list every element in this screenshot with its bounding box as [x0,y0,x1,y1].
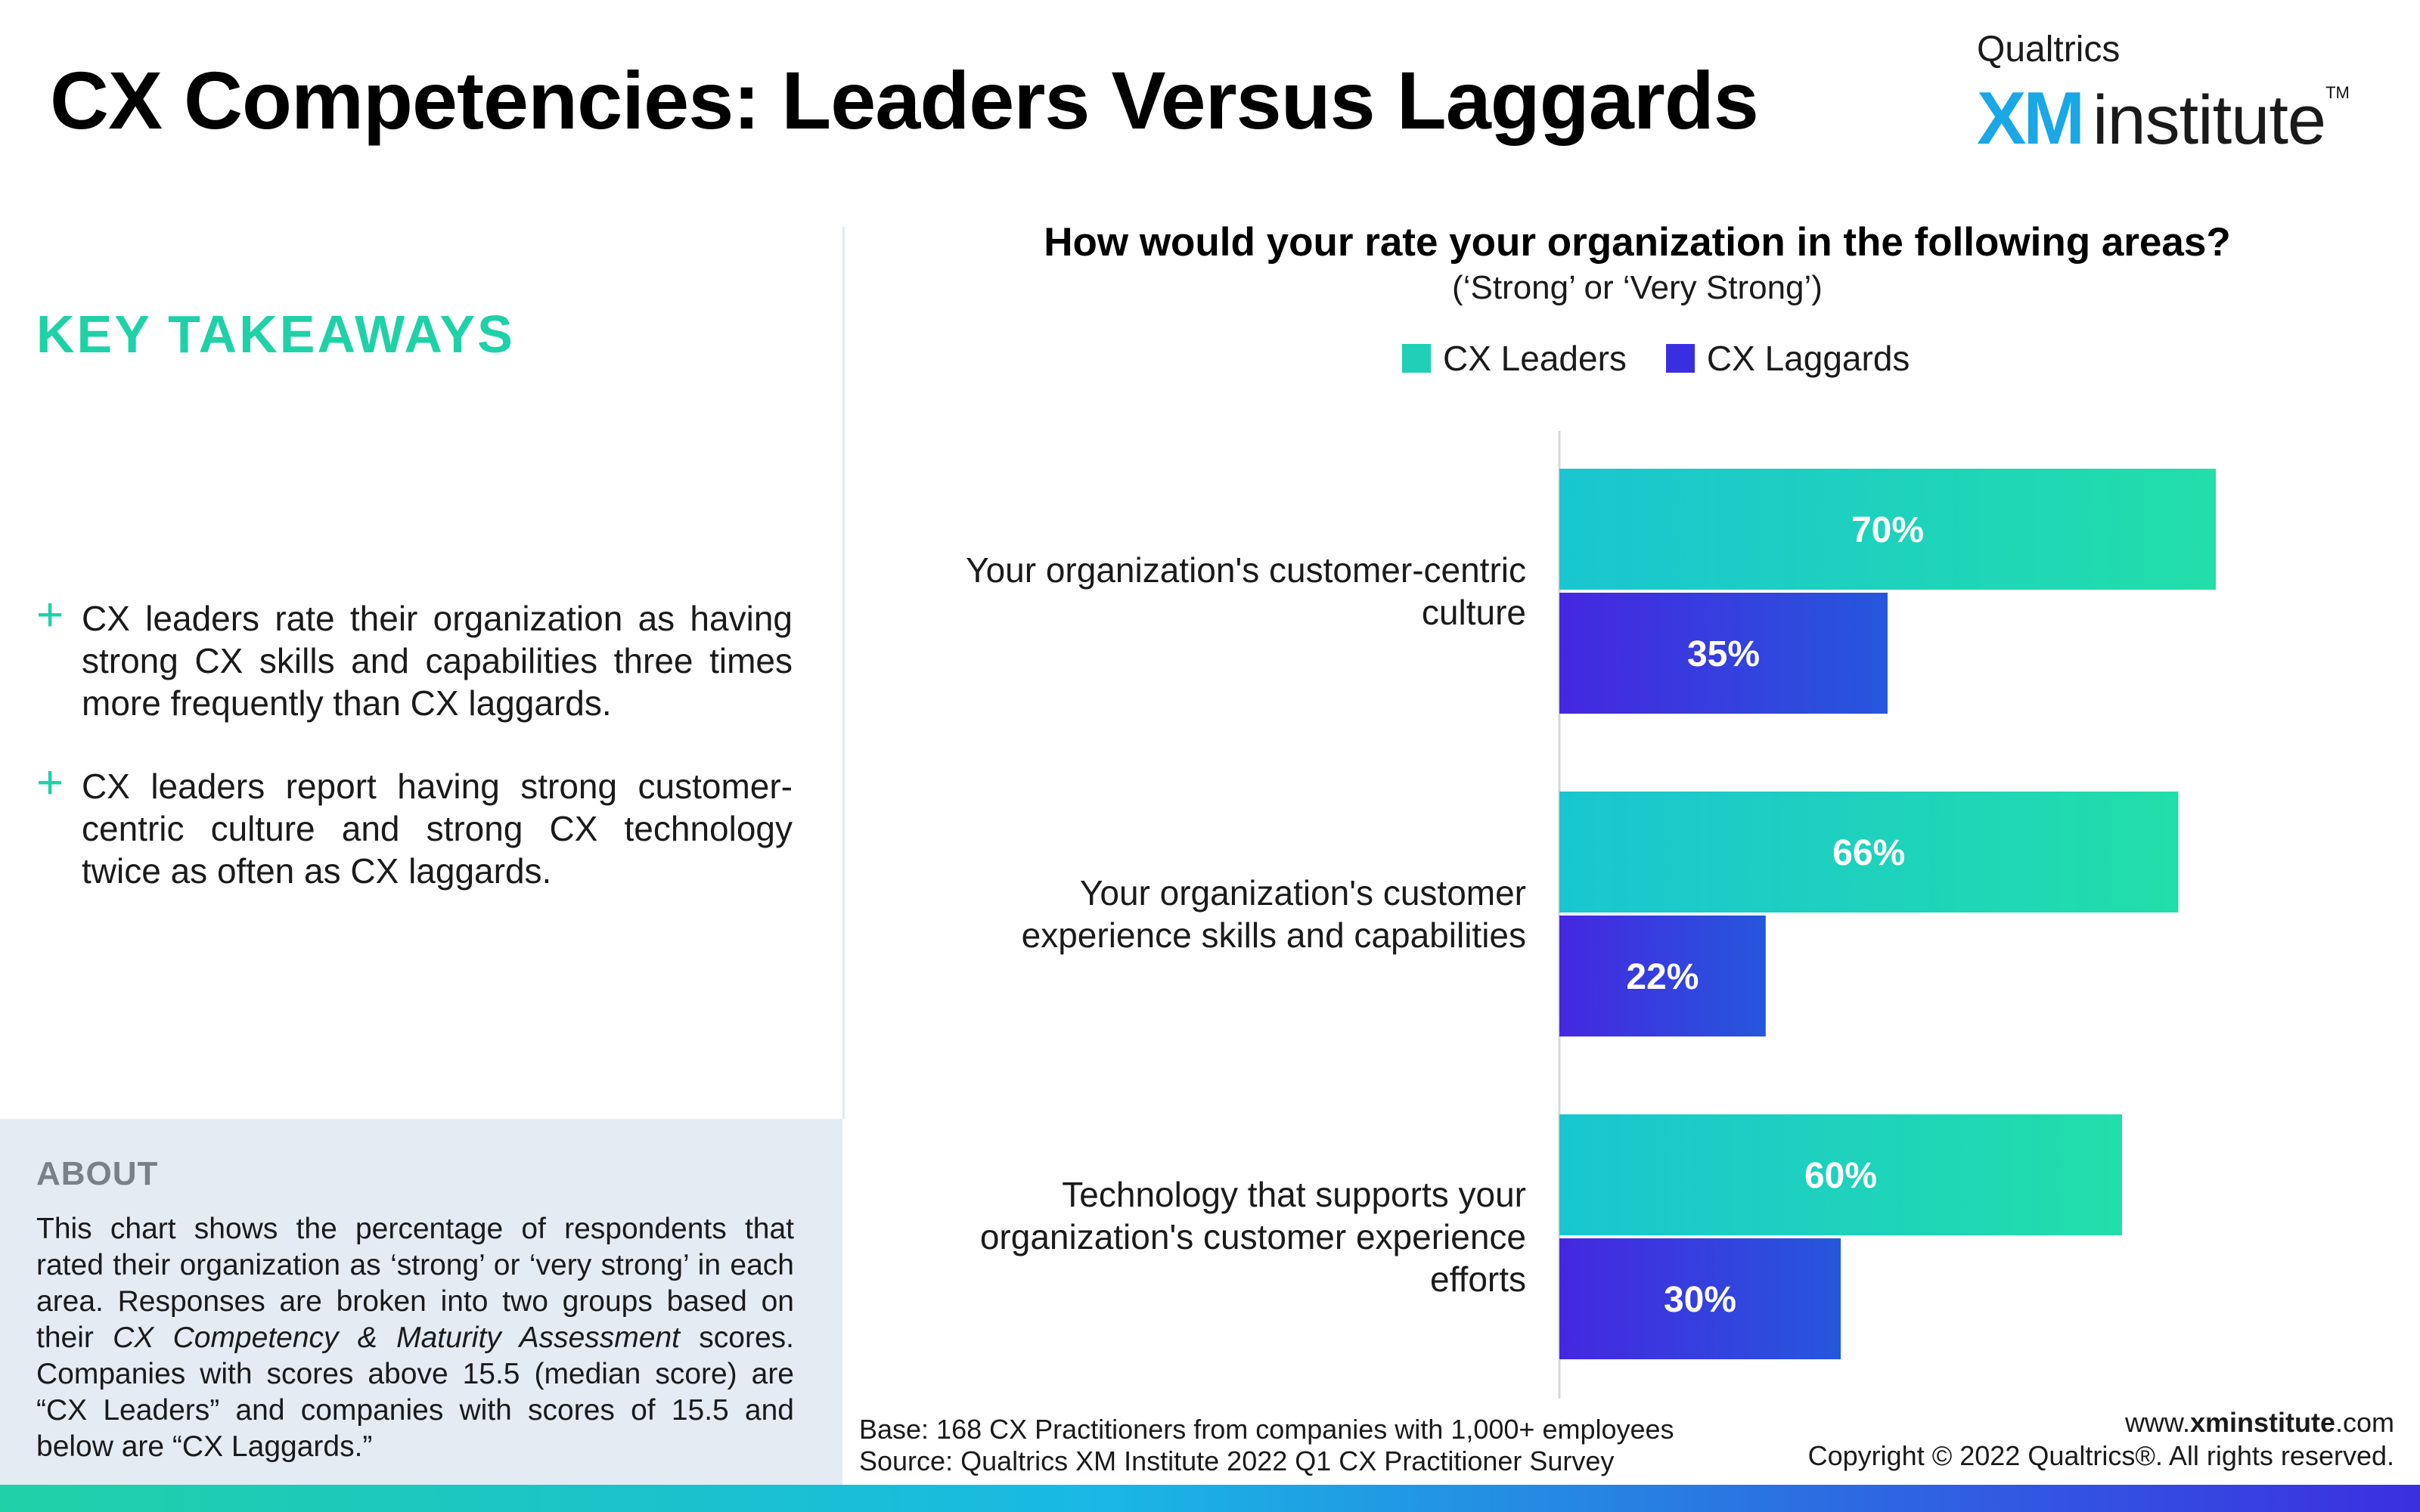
takeaway-text: CX leaders rate their organization as ha… [82,599,793,723]
logo-wordmark: XM instituteTM [1977,76,2350,161]
bar-leaders [1559,792,2179,912]
legend-swatch-leaders [1402,344,1431,373]
url-prefix: www. [2124,1407,2190,1438]
data-label: 35% [1687,634,1760,674]
bar-leaders [1559,1114,2122,1235]
page-title: CX Competencies: Leaders Versus Laggards [50,54,1759,146]
plus-icon: + [36,757,64,809]
bar-laggards [1559,916,1766,1036]
source-note: Source: Qualtrics XM Institute 2022 Q1 C… [859,1445,1615,1476]
about-text-italic: CX Competency & Maturity Assessment [113,1321,681,1354]
bar-laggards [1559,1238,1841,1359]
data-label: 22% [1626,957,1699,997]
category-label: Your organization's customer-centric cult… [966,550,1526,632]
base-note: Base: 168 CX Practitioners from companie… [859,1414,1674,1445]
website-link[interactable]: www.xminstitute.com [1808,1406,2394,1439]
footnote-right: www.xminstitute.com Copyright © 2022 Qua… [1808,1406,2394,1473]
url-bold: xminstitute [2189,1407,2335,1438]
data-label: 30% [1664,1280,1736,1320]
legend-item-laggards: CX Laggards [1665,338,1910,379]
url-suffix: .com [2335,1407,2394,1438]
takeaway-text: CX leaders report having strong customer… [82,767,793,891]
logo-xm: XM [1977,76,2085,160]
xm-institute-logo: Qualtrics XM instituteTM [1977,29,2370,160]
chart-title: How would your rate your organization in… [1044,220,2231,265]
footnote-left: Base: 168 CX Practitioners from companie… [859,1414,1674,1477]
copyright: Copyright © 2022 Qualtrics®. All rights … [1807,1440,2394,1471]
category-label: Your organization's customer experience s… [1022,873,1526,955]
about-title: ABOUT [36,1155,159,1192]
about-text-part: scores. Companies with scores above 15.5… [36,1321,794,1463]
data-label: 66% [1832,833,1905,873]
bottom-gradient-bar [0,1485,2420,1512]
takeaway-item: + CX leaders report having strong custom… [36,757,793,892]
chart-subtitle: (‘Strong’ or ‘Very Strong’) [1452,269,1823,306]
logo-institute: institute [2093,82,2326,159]
key-takeaways-title: KEY TAKEAWAYS [36,305,515,364]
category-label: Technology that supports your organizatio… [980,1175,1526,1299]
plus-icon: + [36,589,64,641]
about-text: This chart shows the percentage of respo… [36,1211,794,1465]
logo-trademark: TM [2325,83,2350,102]
logo-qualtrics-text: Qualtrics [1977,29,2121,70]
takeaway-item: + CX leaders rate their organization as … [36,589,793,724]
about-panel: ABOUT This chart shows the percentage of… [0,1119,842,1486]
chart-legend: CX Leaders CX Laggards [1402,336,1949,381]
legend-label-laggards: CX Laggards [1706,339,1910,378]
bar-leaders [1559,469,2216,590]
data-label: 60% [1804,1156,1877,1196]
panel-divider [842,227,845,1119]
legend-swatch-laggards [1665,344,1695,373]
about-text-part: This chart shows the percentage of respo… [36,1213,794,1354]
bar-laggards [1559,593,1888,714]
legend-item-leaders: CX Leaders [1402,338,1627,379]
legend-label-leaders: CX Leaders [1443,339,1627,378]
data-label: 70% [1851,510,1924,550]
